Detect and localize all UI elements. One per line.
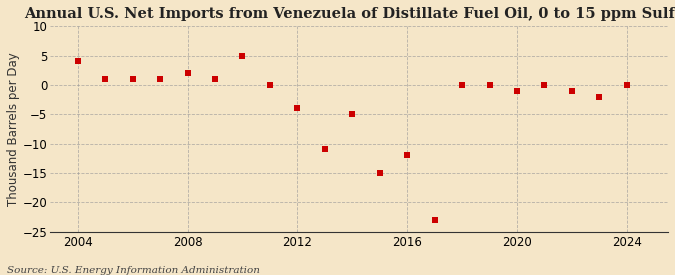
Title: Annual U.S. Net Imports from Venezuela of Distillate Fuel Oil, 0 to 15 ppm Sulfu: Annual U.S. Net Imports from Venezuela o… [24, 7, 675, 21]
Point [566, 89, 577, 93]
Point [429, 218, 440, 222]
Point [375, 171, 385, 175]
Point [622, 83, 632, 87]
Point [182, 71, 193, 75]
Point [402, 153, 412, 158]
Point [72, 59, 83, 64]
Point [210, 77, 221, 81]
Point [237, 53, 248, 58]
Point [347, 112, 358, 117]
Point [512, 89, 522, 93]
Text: Source: U.S. Energy Information Administration: Source: U.S. Energy Information Administ… [7, 266, 260, 275]
Point [155, 77, 165, 81]
Point [457, 83, 468, 87]
Point [265, 83, 275, 87]
Point [594, 95, 605, 99]
Point [127, 77, 138, 81]
Point [292, 106, 303, 111]
Point [539, 83, 550, 87]
Y-axis label: Thousand Barrels per Day: Thousand Barrels per Day [7, 52, 20, 206]
Point [319, 147, 330, 152]
Point [484, 83, 495, 87]
Point [100, 77, 111, 81]
